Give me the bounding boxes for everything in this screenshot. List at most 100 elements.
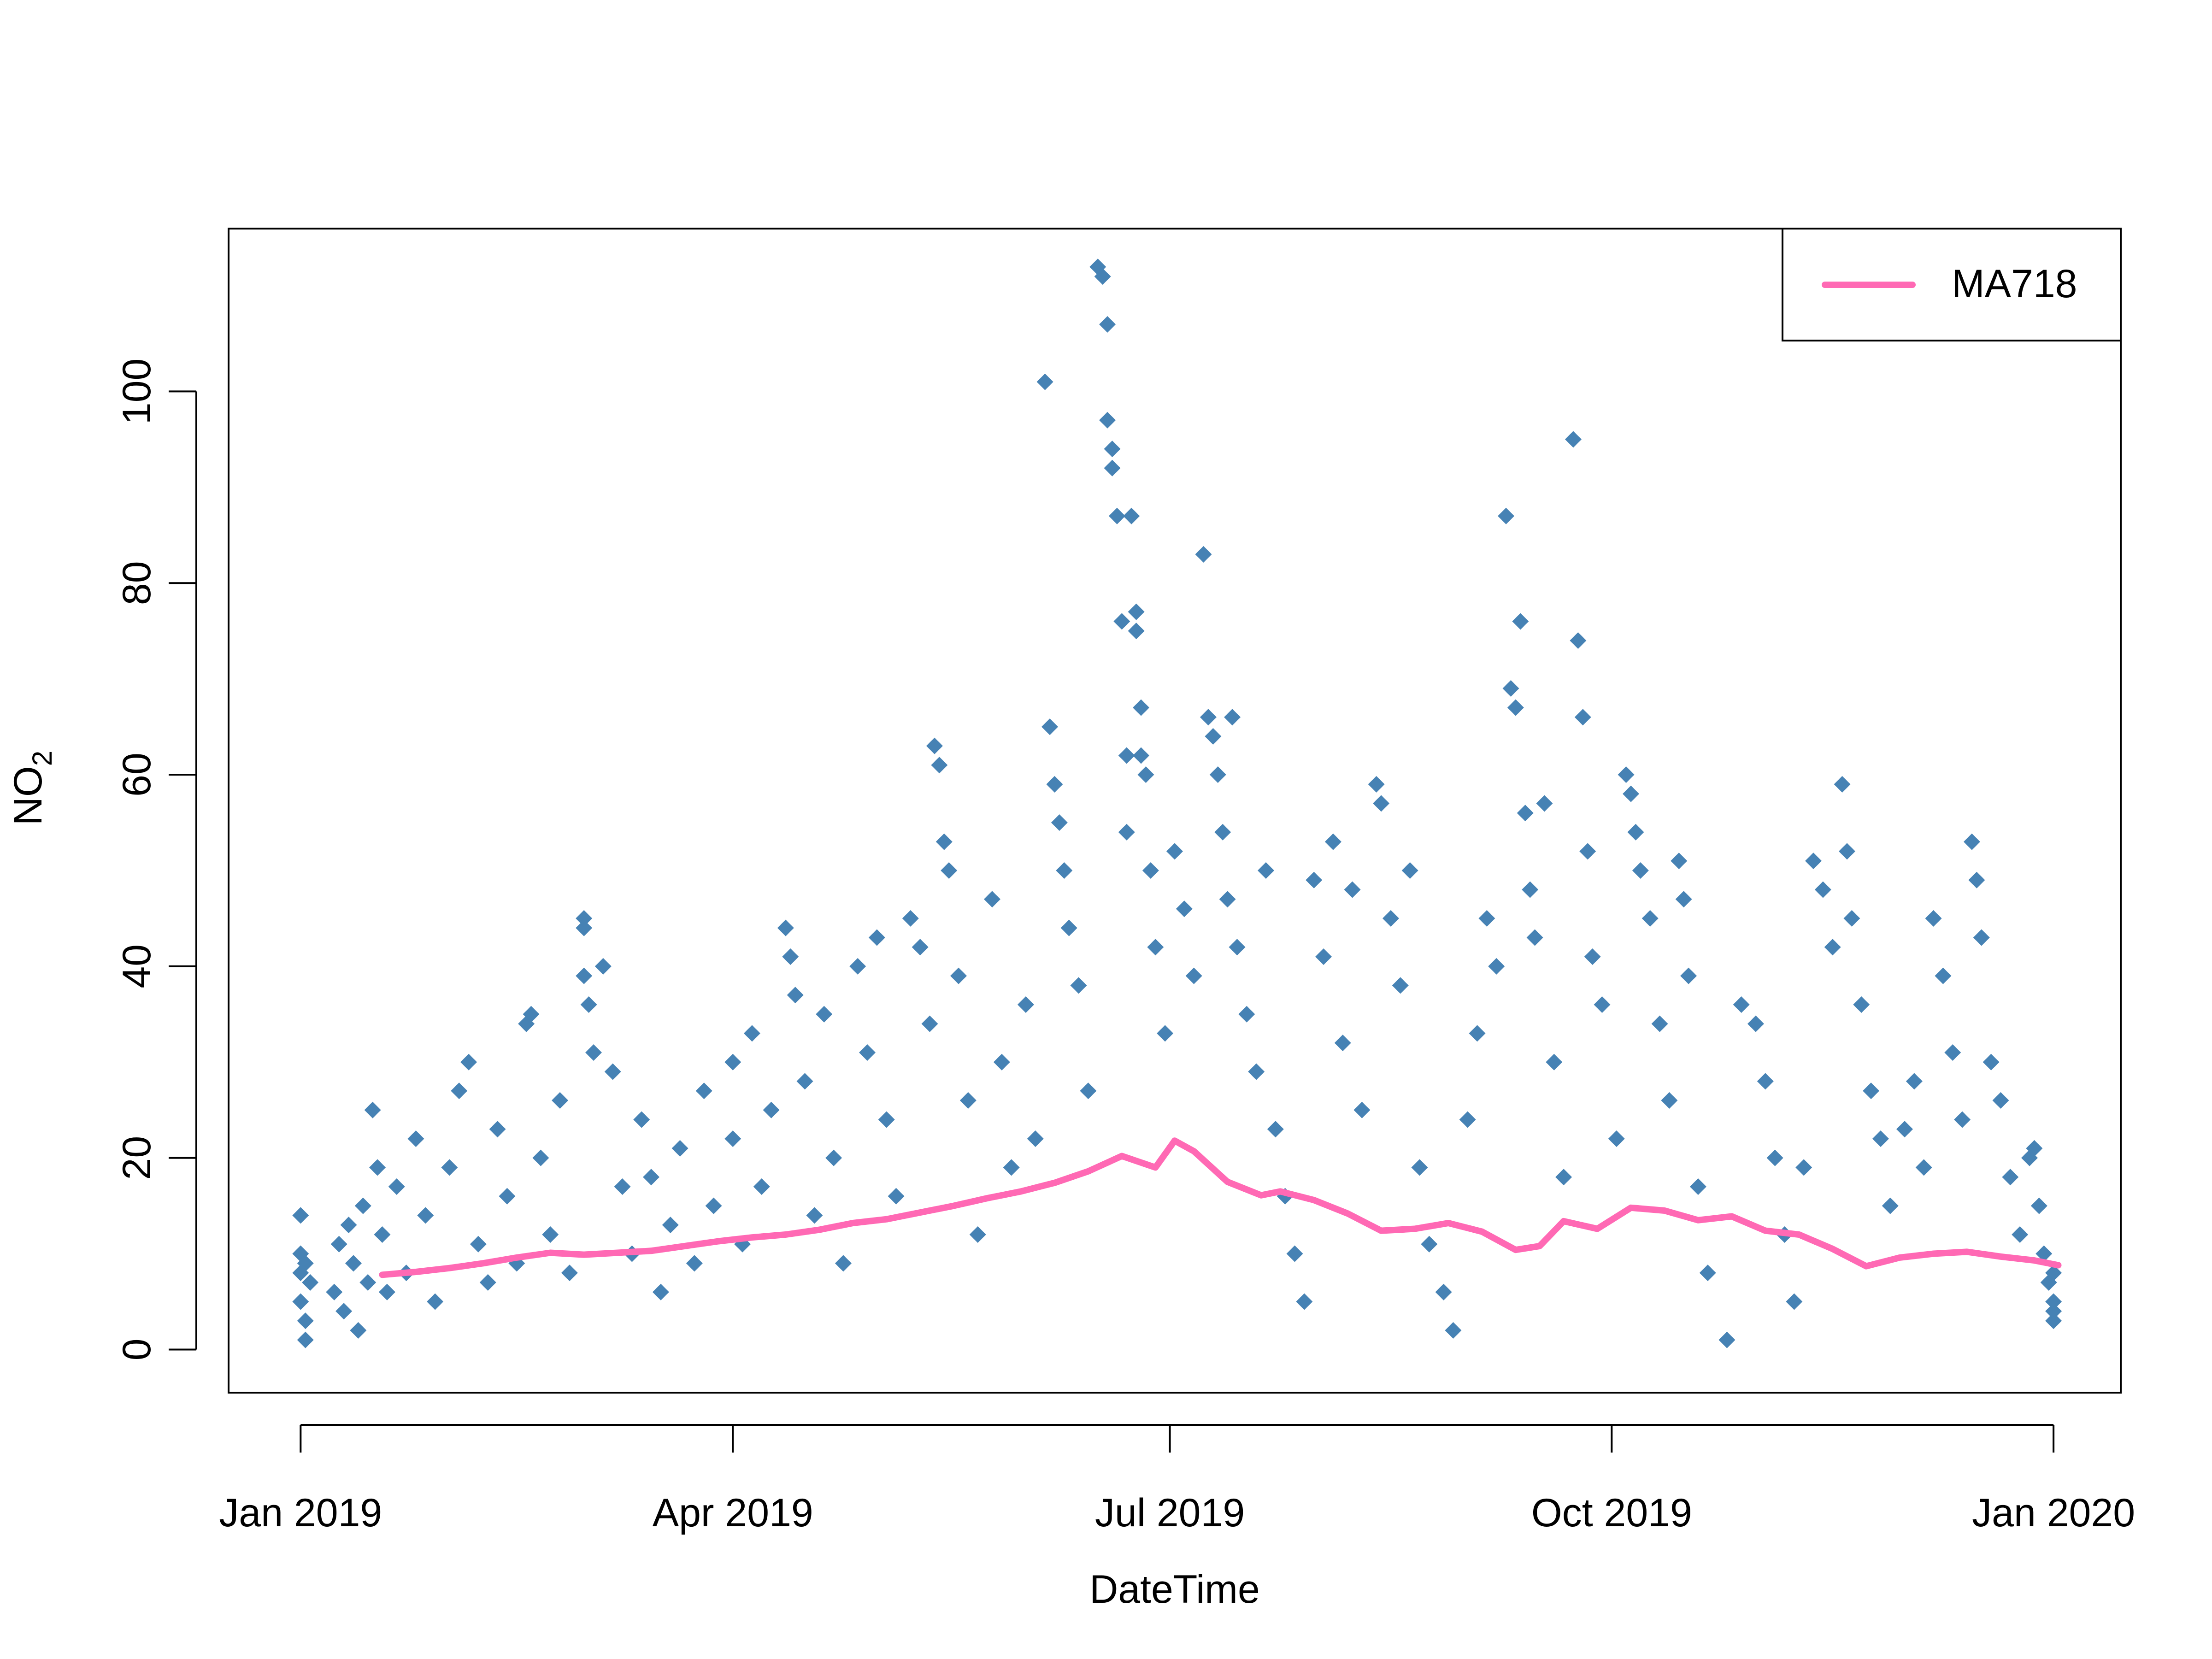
data-point — [1469, 1025, 1486, 1042]
y-tick-label: 80 — [115, 561, 159, 605]
data-point — [1502, 680, 1519, 697]
scatter-points — [292, 259, 2062, 1348]
data-point — [441, 1159, 458, 1176]
data-point — [1973, 929, 1990, 946]
data-point — [580, 996, 597, 1013]
data-point — [1445, 1322, 1462, 1339]
data-point — [576, 910, 593, 927]
data-point — [1757, 1073, 1774, 1090]
data-point — [2002, 1169, 2019, 1186]
data-point — [1579, 843, 1596, 860]
data-point — [1814, 881, 1831, 898]
data-point — [695, 1082, 712, 1100]
data-point — [1051, 814, 1068, 831]
data-point — [1935, 967, 1952, 984]
data-point — [1632, 862, 1649, 879]
data-point — [1286, 1245, 1303, 1262]
data-point — [1517, 805, 1534, 822]
data-point — [1718, 1331, 1735, 1348]
data-point — [523, 1006, 540, 1023]
data-point — [552, 1092, 569, 1109]
data-point — [782, 948, 799, 965]
data-point — [479, 1274, 496, 1291]
data-point — [585, 1044, 602, 1061]
data-point — [1411, 1159, 1428, 1176]
data-point — [489, 1121, 506, 1138]
data-point — [1963, 833, 1980, 850]
data-point — [724, 1053, 741, 1071]
data-point — [451, 1082, 468, 1100]
data-point — [302, 1274, 319, 1291]
data-point — [859, 1044, 876, 1061]
data-point — [1863, 1082, 1880, 1100]
data-point — [345, 1255, 362, 1272]
data-point — [1507, 699, 1524, 716]
data-point — [1166, 843, 1183, 860]
data-point — [1680, 967, 1697, 984]
data-point — [1766, 1149, 1783, 1166]
data-point — [2045, 1303, 2062, 1320]
data-point — [1555, 1169, 1572, 1186]
data-point — [652, 1283, 669, 1300]
data-point — [1786, 1293, 1803, 1310]
data-point — [1113, 613, 1130, 630]
data-point — [1229, 939, 1246, 956]
data-point — [1896, 1121, 1913, 1138]
data-point — [1584, 948, 1601, 965]
data-point — [369, 1159, 386, 1176]
data-point — [888, 1188, 905, 1205]
data-point — [499, 1188, 516, 1205]
y-tick-label: 60 — [115, 753, 159, 797]
x-tick-label: Jul 2019 — [1095, 1491, 1245, 1535]
data-point — [1123, 507, 1140, 524]
data-point — [1671, 853, 1688, 870]
data-point — [983, 891, 1000, 908]
moving-average-line-layer — [379, 1137, 2062, 1278]
data-point — [354, 1197, 371, 1214]
data-point — [1200, 709, 1217, 726]
data-point — [1344, 881, 1361, 898]
x-axis: Jan 2019 Apr 2019 Jul 2019 Oct 2019 Jan 2020 — [219, 1424, 2135, 1535]
data-point — [1205, 728, 1222, 745]
data-point — [2030, 1197, 2047, 1214]
data-point — [292, 1207, 309, 1224]
data-point — [1651, 1015, 1668, 1032]
data-point — [460, 1053, 477, 1071]
data-point — [1296, 1293, 1313, 1310]
data-point — [1795, 1159, 1812, 1176]
data-point — [388, 1178, 405, 1195]
data-point — [1157, 1025, 1174, 1042]
data-point — [1623, 785, 1640, 802]
data-point — [1853, 996, 1870, 1013]
data-point — [407, 1130, 424, 1147]
data-point — [969, 1226, 986, 1243]
data-point — [796, 1073, 813, 1090]
data-point — [1992, 1092, 2009, 1109]
x-tick-label: Apr 2019 — [653, 1491, 813, 1535]
data-point — [1306, 871, 1323, 888]
data-point — [2012, 1226, 2029, 1243]
data-point — [763, 1101, 780, 1118]
data-point — [1041, 718, 1059, 735]
data-point — [935, 833, 953, 850]
data-point — [941, 862, 958, 879]
data-point — [1689, 1178, 1706, 1195]
data-point — [1368, 776, 1385, 793]
data-point — [835, 1255, 852, 1272]
data-point — [350, 1322, 367, 1339]
y-tick-label: 40 — [115, 944, 159, 988]
data-point — [340, 1217, 357, 1234]
data-point — [1003, 1159, 1020, 1176]
data-point — [1968, 871, 1985, 888]
data-point — [614, 1178, 631, 1195]
data-point — [1209, 766, 1226, 783]
data-point — [1258, 862, 1275, 879]
data-point — [878, 1111, 895, 1128]
data-point — [1382, 910, 1399, 927]
data-point — [542, 1226, 559, 1243]
data-point — [1060, 919, 1077, 936]
data-point — [1238, 1006, 1255, 1023]
data-point — [724, 1130, 741, 1147]
data-point — [532, 1149, 549, 1166]
data-point — [1641, 910, 1659, 927]
